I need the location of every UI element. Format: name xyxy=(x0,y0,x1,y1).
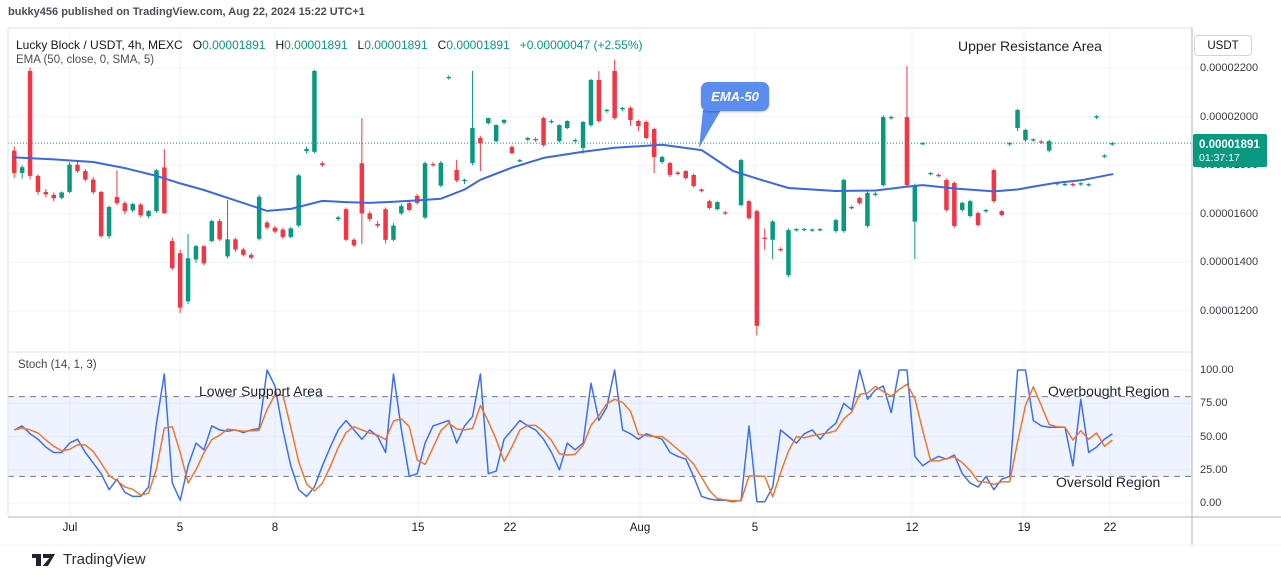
stoch-indicator-label[interactable]: Stoch (14, 1, 3) xyxy=(18,359,97,371)
time-axis-label: 19 xyxy=(1017,522,1031,534)
tradingview-logo[interactable]: TradingView xyxy=(32,551,146,568)
symbol-title[interactable]: Lucky Block / USDT, 4h, MEXC xyxy=(16,38,183,52)
stoch-axis-label: 75.00 xyxy=(1200,397,1228,410)
oversold-annotation[interactable]: Oversold Region xyxy=(1056,474,1161,490)
symbol-legend[interactable]: Lucky Block / USDT, 4h, MEXC O0.00001891… xyxy=(16,38,642,52)
price-axis-label: 0.00001600 xyxy=(1200,207,1259,220)
time-axis[interactable]: Jul 5 8 15 22 Aug 5 12 19 22 xyxy=(0,517,1281,545)
ohlc-high: H0.00001891 xyxy=(275,38,348,52)
ohlc-open: O0.00001891 xyxy=(192,38,266,52)
time-axis-label: 12 xyxy=(905,522,919,534)
tradingview-logo-icon xyxy=(32,553,55,566)
ohlc-close: C0.00001891 xyxy=(437,38,510,52)
stoch-axis-label: 25.00 xyxy=(1200,463,1228,476)
time-axis-label: 22 xyxy=(503,522,517,534)
stoch-axis-label: 50.00 xyxy=(1200,430,1228,443)
time-axis-label: Jul xyxy=(62,522,78,534)
time-axis-label: Aug xyxy=(629,522,651,534)
ema50-callout[interactable]: EMA-50 xyxy=(701,82,769,111)
price-axis-label: 0.00001400 xyxy=(1200,256,1259,269)
price-axis[interactable]: USDT 0.00001891 01:37:17 0.00002200 0.000… xyxy=(1192,28,1281,545)
time-axis-label: 22 xyxy=(1103,522,1117,534)
bar-countdown: 01:37:17 xyxy=(1199,151,1240,164)
change-value: +0.00000047 (+2.55%) xyxy=(519,38,643,52)
tradingview-logo-text: TradingView xyxy=(63,551,146,568)
time-axis-label: 5 xyxy=(751,522,759,534)
published-byline: bukky456 published on TradingView.com, A… xyxy=(8,6,365,18)
price-axis-label: 0.00002200 xyxy=(1200,62,1259,74)
time-axis-label: 8 xyxy=(271,522,279,534)
lower-support-annotation[interactable]: Lower Support Area xyxy=(199,383,323,399)
overbought-annotation[interactable]: Overbought Region xyxy=(1048,383,1170,399)
price-axis-label: 0.00001200 xyxy=(1200,305,1259,317)
time-axis-label: 15 xyxy=(411,522,425,534)
currency-toggle-button[interactable]: USDT xyxy=(1194,35,1252,56)
last-price-value: 0.00001891 xyxy=(1199,138,1260,151)
upper-resistance-annotation[interactable]: Upper Resistance Area xyxy=(958,38,1102,54)
ema-indicator-legend[interactable]: EMA (50, close, 0, SMA, 5) xyxy=(16,54,155,66)
stoch-axis-label: 0.00 xyxy=(1200,497,1222,509)
ohlc-low: L0.00001891 xyxy=(357,38,428,52)
stoch-axis-label: 100.00 xyxy=(1200,364,1234,376)
price-axis-label: 0.00002000 xyxy=(1200,110,1259,123)
last-price-tag: 0.00001891 01:37:17 xyxy=(1193,134,1267,167)
time-axis-label: 5 xyxy=(176,522,184,534)
